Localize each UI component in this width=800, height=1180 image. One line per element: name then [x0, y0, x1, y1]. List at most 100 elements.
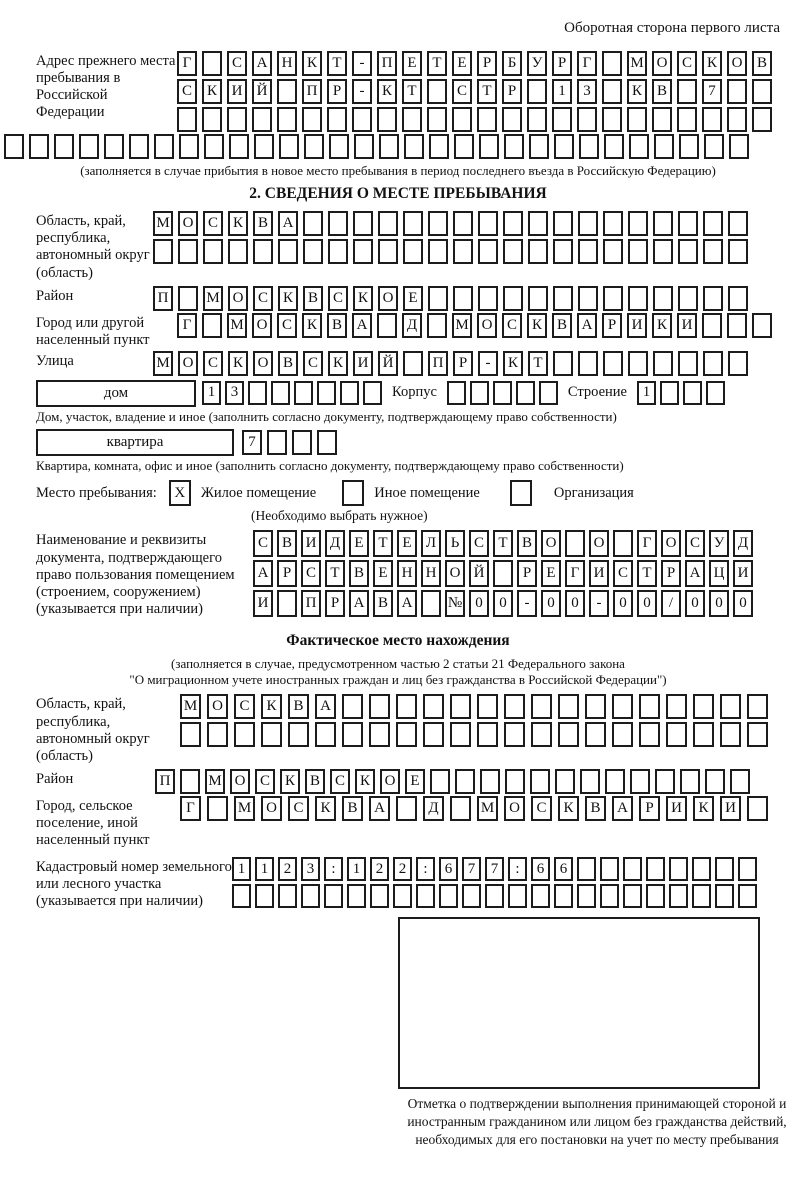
char-cell: [628, 211, 648, 237]
char-cell: Г: [577, 51, 597, 76]
char-cell: 0: [493, 590, 513, 618]
char-cell: И: [733, 560, 753, 588]
stay-option-organization: Организация: [509, 480, 634, 507]
actual-location-title: Фактическое место нахождения: [286, 631, 510, 649]
char-cell: [328, 239, 348, 265]
char-cell: 1: [552, 79, 572, 104]
char-cell: [715, 857, 734, 882]
char-cell: М: [452, 312, 472, 338]
char-cell: [234, 722, 255, 748]
char-cell: [254, 134, 274, 159]
char-cell: 0: [541, 590, 561, 618]
char-cell: Р: [661, 560, 681, 588]
char-cell: К: [503, 350, 523, 376]
char-cell: В: [288, 694, 309, 720]
char-cell: [452, 107, 472, 132]
char-cell: В: [303, 285, 323, 311]
char-cell: [578, 211, 598, 237]
char-cell: К: [315, 795, 336, 821]
char-cell: [752, 312, 772, 338]
char-cell: [503, 239, 523, 265]
char-cell: [153, 239, 173, 265]
char-cell: [396, 795, 417, 821]
apartment-widebox: квартира: [36, 429, 234, 457]
char-cell: А: [612, 795, 633, 821]
char-cell: С: [303, 350, 323, 376]
char-cell: О: [228, 285, 248, 311]
char-cell: [450, 795, 471, 821]
char-cell: В: [327, 312, 347, 338]
char-cell: [393, 884, 412, 909]
char-cell: И: [353, 350, 373, 376]
char-cell: [342, 694, 363, 720]
char-cell: Д: [402, 312, 422, 338]
char-cell: [342, 722, 363, 748]
actual-location-caption-1: (заполняется в случае, предусмотренном ч…: [171, 655, 625, 671]
char-cell: [602, 107, 622, 132]
char-cell: [378, 211, 398, 237]
stroenie-cells: 1: [636, 380, 725, 405]
char-cell: С: [301, 560, 321, 588]
char-cell: [705, 768, 725, 794]
char-cell: :: [508, 857, 527, 882]
char-cell: [738, 857, 757, 882]
char-cell: О: [252, 312, 272, 338]
char-cell: [450, 694, 471, 720]
char-cell: Р: [639, 795, 660, 821]
char-cell: Т: [327, 51, 347, 76]
korpus-label: Корпус: [392, 383, 437, 400]
char-cell: А: [352, 312, 372, 338]
char-cell: [54, 134, 74, 159]
char-cell: Т: [493, 530, 513, 558]
char-cell: В: [752, 51, 772, 76]
char-cell: [646, 884, 665, 909]
char-cell: [301, 884, 320, 909]
char-cell: [578, 239, 598, 265]
char-cell: 3: [301, 857, 320, 882]
char-cell: [478, 211, 498, 237]
char-cell: К: [302, 51, 322, 76]
char-cell: Е: [373, 560, 393, 588]
char-cell: Т: [477, 79, 497, 104]
char-cell: [747, 795, 768, 821]
char-cell: [653, 211, 673, 237]
char-cell: [720, 722, 741, 748]
char-cell: [646, 857, 665, 882]
char-cell: С: [613, 560, 633, 588]
char-cell: -: [352, 79, 372, 104]
char-cell: [727, 79, 747, 104]
char-cell: Е: [349, 530, 369, 558]
char-cell: [531, 884, 550, 909]
char-cell: В: [253, 211, 273, 237]
char-cell: [202, 312, 222, 338]
char-cell: С: [677, 51, 697, 76]
char-cell: [204, 134, 224, 159]
char-cell: А: [278, 211, 298, 237]
char-cell: [600, 884, 619, 909]
char-cell: [555, 768, 575, 794]
char-cell: К: [228, 211, 248, 237]
char-cell: [553, 211, 573, 237]
apartment-cells: 7: [242, 430, 337, 456]
char-cell: [747, 722, 768, 748]
actual-city-label: Город, сельское поселение, иной населенн…: [36, 797, 150, 849]
char-cell: [528, 285, 548, 311]
char-cell: [4, 134, 24, 159]
char-cell: Т: [528, 350, 548, 376]
char-cell: [396, 722, 417, 748]
char-cell: [228, 239, 248, 265]
char-cell: [439, 884, 458, 909]
char-cell: 7: [485, 857, 504, 882]
char-cell: [677, 79, 697, 104]
char-cell: [178, 239, 198, 265]
char-cell: С: [255, 768, 275, 794]
char-cell: [377, 107, 397, 132]
char-cell: [340, 380, 359, 405]
